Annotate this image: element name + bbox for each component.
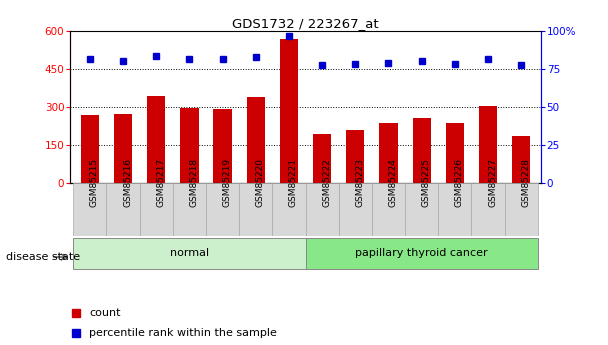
Bar xyxy=(379,124,398,183)
Bar xyxy=(479,106,497,183)
Text: GSM85218: GSM85218 xyxy=(189,158,198,207)
FancyBboxPatch shape xyxy=(372,183,405,236)
FancyBboxPatch shape xyxy=(438,183,471,236)
Text: GSM85222: GSM85222 xyxy=(322,158,331,207)
Bar xyxy=(180,108,198,183)
Text: GSM85220: GSM85220 xyxy=(256,158,264,207)
Text: GSM85227: GSM85227 xyxy=(488,158,497,207)
FancyBboxPatch shape xyxy=(405,183,438,236)
Text: papillary thyroid cancer: papillary thyroid cancer xyxy=(355,248,488,258)
Text: GSM85215: GSM85215 xyxy=(90,158,99,207)
Text: GSM85223: GSM85223 xyxy=(355,158,364,207)
Text: GSM85224: GSM85224 xyxy=(389,158,398,207)
Text: GSM85225: GSM85225 xyxy=(422,158,430,207)
FancyBboxPatch shape xyxy=(106,183,140,236)
FancyBboxPatch shape xyxy=(73,238,305,269)
Bar xyxy=(147,96,165,183)
Bar xyxy=(446,122,464,183)
Text: GSM85228: GSM85228 xyxy=(521,158,530,207)
Bar xyxy=(413,118,431,183)
FancyBboxPatch shape xyxy=(305,183,339,236)
Bar xyxy=(247,97,265,183)
Text: GSM85219: GSM85219 xyxy=(223,158,232,207)
Bar xyxy=(114,114,132,183)
Text: percentile rank within the sample: percentile rank within the sample xyxy=(89,328,277,338)
FancyBboxPatch shape xyxy=(471,183,505,236)
FancyBboxPatch shape xyxy=(339,183,372,236)
FancyBboxPatch shape xyxy=(206,183,239,236)
Text: disease state: disease state xyxy=(6,252,80,262)
FancyBboxPatch shape xyxy=(73,183,106,236)
Bar xyxy=(81,115,99,183)
Bar xyxy=(313,134,331,183)
FancyBboxPatch shape xyxy=(239,183,272,236)
Bar xyxy=(512,136,530,183)
FancyBboxPatch shape xyxy=(173,183,206,236)
FancyBboxPatch shape xyxy=(505,183,538,236)
Text: GSM85216: GSM85216 xyxy=(123,158,132,207)
Bar xyxy=(213,109,232,183)
Text: count: count xyxy=(89,308,121,317)
Bar xyxy=(346,130,364,183)
FancyBboxPatch shape xyxy=(272,183,305,236)
Text: GSM85226: GSM85226 xyxy=(455,158,464,207)
Bar xyxy=(280,39,298,183)
FancyBboxPatch shape xyxy=(305,238,538,269)
Title: GDS1732 / 223267_at: GDS1732 / 223267_at xyxy=(232,17,379,30)
Text: normal: normal xyxy=(170,248,209,258)
Text: GSM85221: GSM85221 xyxy=(289,158,298,207)
FancyBboxPatch shape xyxy=(140,183,173,236)
Text: GSM85217: GSM85217 xyxy=(156,158,165,207)
